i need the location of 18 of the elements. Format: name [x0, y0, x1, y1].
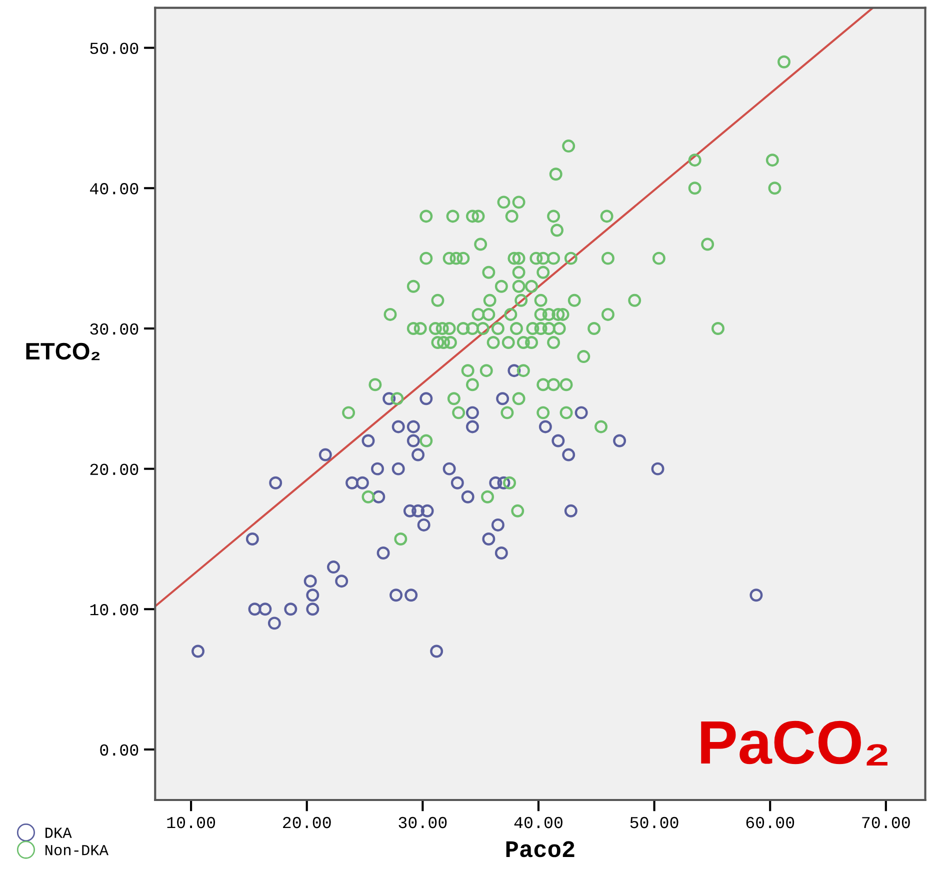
x-axis-title: Paco2: [506, 841, 574, 858]
x-tick-label: 10.00: [167, 816, 216, 828]
x-tick-label: 50.00: [630, 816, 678, 828]
annotation: PaCO₂: [701, 720, 888, 766]
legend-label: Non-DKA: [46, 845, 108, 856]
y-tick-label: 0.00: [100, 744, 138, 756]
y-tick-label: 50.00: [90, 42, 138, 54]
y-axis-title: ETCO₂: [26, 342, 100, 360]
x-tick-label: 30.00: [398, 816, 447, 828]
y-tick-label: 40.00: [90, 183, 138, 194]
y-tick-label: 30.00: [90, 323, 138, 335]
y-tick-label: 10.00: [90, 604, 138, 616]
x-tick-label: 70.00: [862, 816, 910, 828]
x-tick-label: 40.00: [514, 816, 562, 828]
y-tick-label: 20.00: [90, 464, 138, 476]
x-tick-label: 20.00: [283, 816, 331, 828]
legend-label: DKA: [46, 828, 72, 838]
x-tick-label: 60.00: [746, 816, 794, 828]
